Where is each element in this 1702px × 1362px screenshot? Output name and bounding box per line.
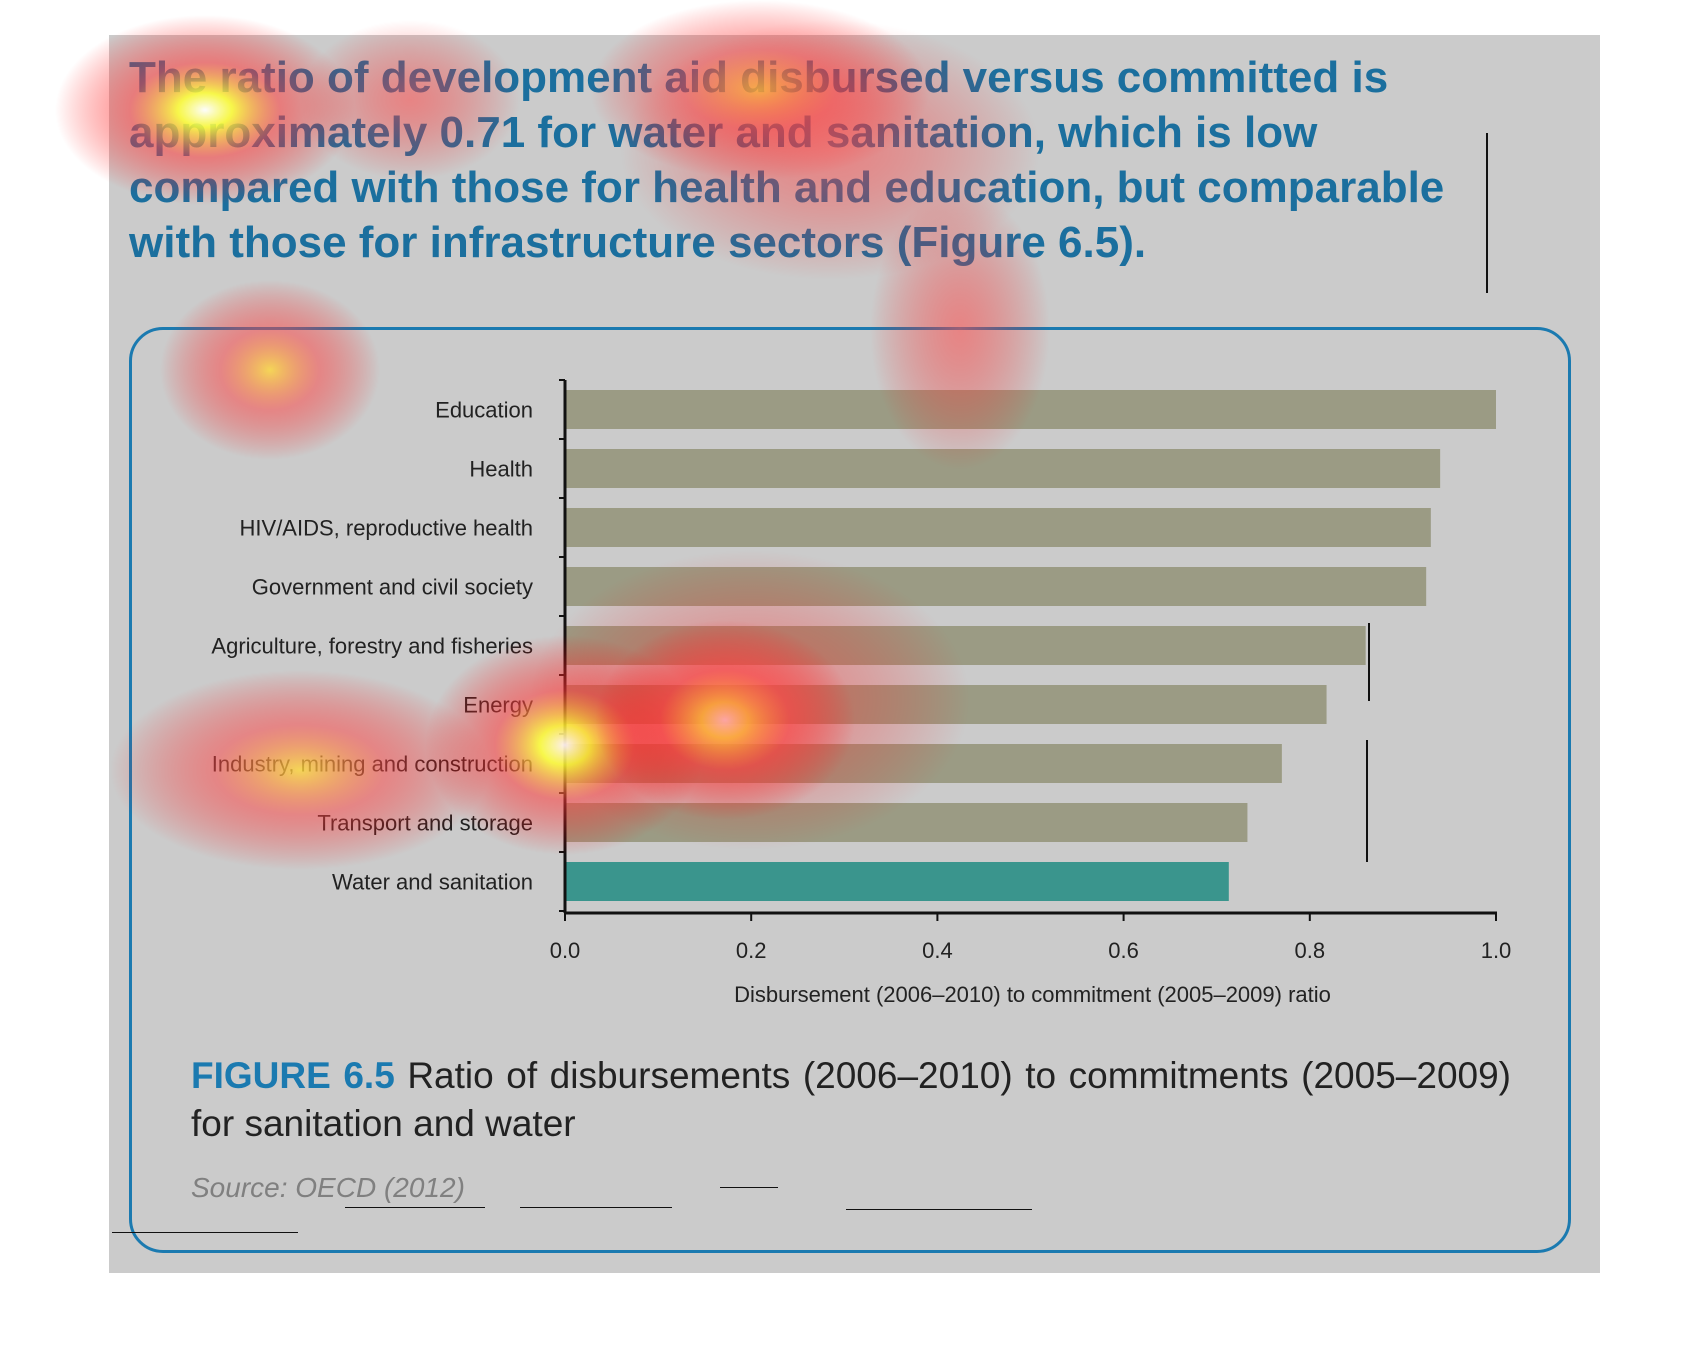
category-label: Agriculture, forestry and fisheries	[211, 634, 533, 659]
bar	[566, 685, 1327, 724]
x-tick-label: 1.0	[1481, 938, 1512, 963]
annotation-stroke	[846, 1209, 1032, 1210]
x-tick-label: 0.0	[550, 938, 581, 963]
category-label: HIV/AIDS, reproductive health	[240, 516, 533, 541]
annotation-stroke	[720, 1187, 778, 1188]
category-label: Transport and storage	[317, 811, 533, 836]
category-label: Water and sanitation	[332, 870, 533, 895]
x-tick-label: 0.6	[1108, 938, 1139, 963]
figure-label: FIGURE 6.5	[191, 1055, 395, 1096]
category-label: Government and civil society	[252, 575, 533, 600]
annotation-stroke	[520, 1207, 672, 1208]
annotation-stroke	[345, 1207, 485, 1208]
bar	[566, 803, 1248, 842]
bar	[566, 626, 1366, 665]
bar	[566, 567, 1427, 606]
caption-text: Ratio of disbursements (2006–2010) to co…	[191, 1055, 1511, 1144]
source-note: Source: OECD (2012)	[191, 1172, 465, 1203]
annotation-stroke	[1366, 740, 1368, 862]
bar	[566, 744, 1282, 783]
category-label: Industry, mining and construction	[212, 752, 533, 777]
figure-caption: FIGURE 6.5 Ratio of disbursements (2006–…	[191, 1052, 1511, 1148]
bar	[566, 390, 1496, 429]
x-axis-title: Disbursement (2006–2010) to commitment (…	[734, 982, 1331, 1007]
category-label: Energy	[463, 693, 533, 718]
annotation-stroke	[1368, 623, 1370, 701]
x-tick-label: 0.4	[922, 938, 953, 963]
x-tick-label: 0.8	[1295, 938, 1326, 963]
bar	[566, 449, 1441, 488]
annotation-stroke	[1486, 133, 1488, 293]
category-label: Education	[435, 398, 533, 423]
annotation-stroke	[112, 1232, 298, 1233]
bar	[566, 508, 1431, 547]
category-label: Health	[469, 457, 533, 482]
x-tick-label: 0.2	[736, 938, 767, 963]
bar-highlight	[566, 862, 1229, 901]
